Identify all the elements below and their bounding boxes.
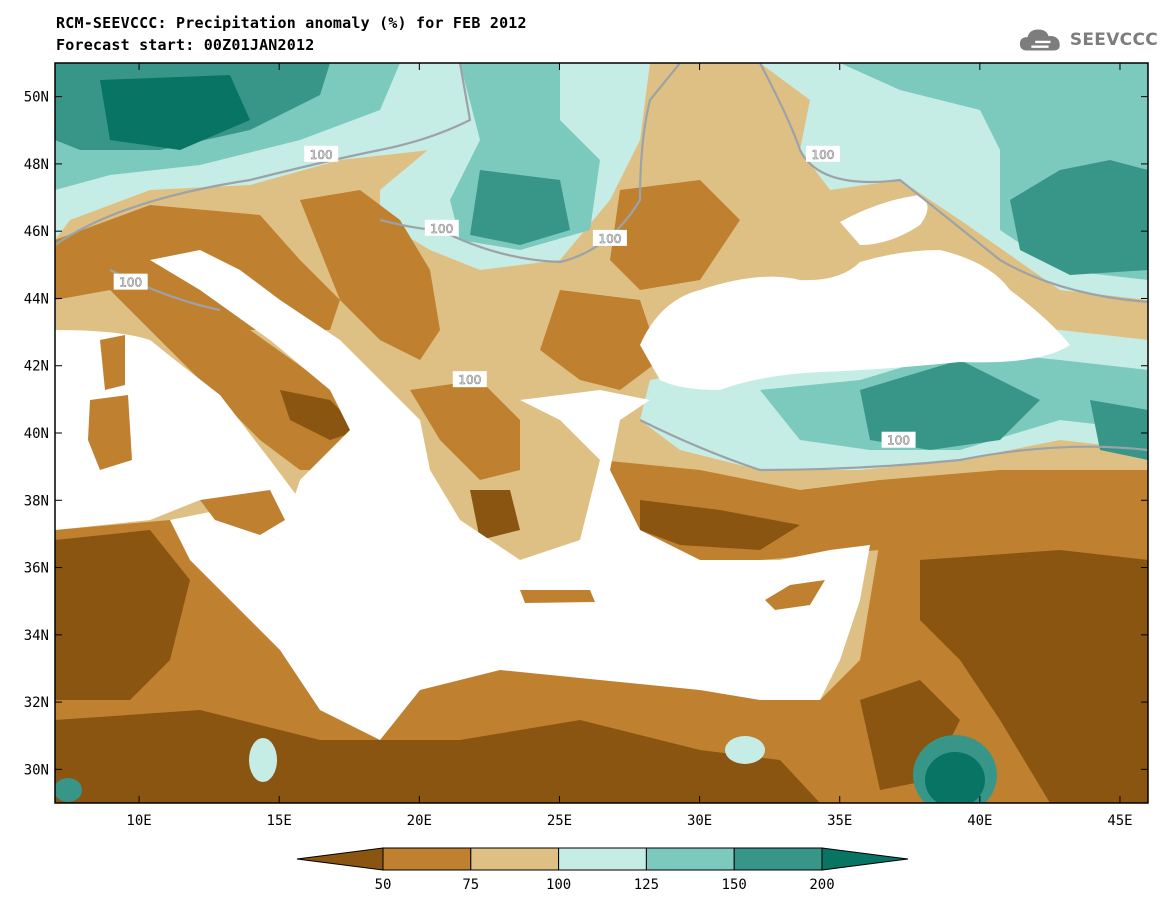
lon-tick-label: 45E [1107, 813, 1132, 829]
anomaly-zone [1090, 400, 1148, 460]
contour-label-bg [592, 229, 627, 246]
contour-label-bg [452, 371, 487, 388]
sea-of-azov [840, 195, 928, 245]
contour-label-bg [881, 431, 916, 448]
lat-tick-label: 44N [24, 291, 49, 307]
contour-label: 100 [119, 276, 142, 290]
anomaly-zone [610, 180, 740, 290]
colorbar-label: 125 [634, 877, 659, 893]
lon-tick-label: 35E [827, 813, 852, 829]
latitude-axis: 50N 48N 46N 44N 42N 40N 38N 36N 34N 32N 30N [24, 90, 1148, 778]
contour-label: 100 [458, 373, 481, 387]
anomaly-spot [55, 778, 82, 802]
lat-tick-label: 42N [24, 359, 49, 375]
anomaly-zone [860, 360, 1040, 450]
corsica [100, 335, 125, 390]
longitude-axis: 10E 15E 20E 25E 30E 35E 40E 45E [126, 63, 1133, 829]
anomaly-zone [470, 170, 570, 245]
colorbar-label: 100 [546, 877, 571, 893]
lat-tick-label: 40N [24, 426, 49, 442]
lat-tick-label: 38N [24, 493, 49, 509]
anomaly-zone [55, 530, 190, 700]
anomaly-zone [300, 190, 440, 360]
seevccc-logo: SEEVCCC [1018, 22, 1158, 58]
lon-tick-label: 20E [407, 813, 432, 829]
lat-tick-label: 48N [24, 157, 49, 173]
anomaly-zone [640, 500, 800, 550]
forecast-start-label: Forecast start: 00Z01JAN2012 [56, 36, 315, 54]
colorbar-box [382, 847, 472, 871]
contour-label-bg [304, 145, 339, 162]
colorbar-box [470, 847, 560, 871]
lon-tick-label: 40E [967, 813, 992, 829]
colorbar-label: 50 [375, 877, 392, 893]
lat-tick-label: 32N [24, 695, 49, 711]
colorbar-box [733, 847, 823, 871]
anomaly-zone [540, 290, 660, 390]
lat-tick-label: 34N [24, 628, 49, 644]
contour-label-bg [113, 273, 148, 290]
colorbar-box [645, 847, 735, 871]
black-sea [640, 250, 1070, 390]
central-mediterranean [150, 250, 870, 740]
contour-label: 100 [598, 232, 621, 246]
contour-label: 100 [430, 222, 453, 236]
logo-text: SEEVCCC [1069, 30, 1158, 50]
crete [520, 590, 595, 603]
lon-tick-label: 30E [687, 813, 712, 829]
sicily [200, 490, 285, 535]
sardinia [88, 395, 132, 470]
colorbar-label: 200 [809, 877, 834, 893]
contour-label-bg [424, 219, 459, 236]
lat-tick-label: 50N [24, 90, 49, 106]
lon-tick-label: 15E [267, 813, 292, 829]
anomaly-zone [100, 75, 250, 150]
anomaly-zone [55, 710, 820, 803]
anomaly-zone [1010, 160, 1148, 275]
lat-tick-label: 36N [24, 561, 49, 577]
anomaly-zone [410, 380, 520, 480]
contour-label: 100 [310, 148, 333, 162]
contour-label: 100 [811, 148, 834, 162]
map-field [55, 63, 1148, 803]
anomaly-spot [249, 738, 277, 782]
anomaly-spot [725, 736, 765, 764]
colorbar-label: 75 [462, 877, 479, 893]
colorbar: 50 75 100 125 150 200 [296, 847, 909, 893]
cloud-icon [1019, 29, 1060, 51]
colorbar-arrow-low [296, 847, 384, 871]
anomaly-spot [925, 752, 985, 803]
lat-tick-label: 46N [24, 224, 49, 240]
contour-label: 100 [887, 434, 910, 448]
contour-labels: 100 100 100 100 100 100 100 [113, 145, 916, 448]
colorbar-box [558, 847, 647, 871]
anomaly-zone [920, 550, 1148, 803]
anomaly-zone [470, 490, 520, 540]
chart-title: RCM-SEEVCCC: Precipitation anomaly (%) f… [56, 14, 527, 32]
colorbar-label: 150 [722, 877, 747, 893]
anomaly-zone [280, 390, 360, 440]
lon-tick-label: 10E [126, 813, 151, 829]
colorbar-arrow-high [821, 847, 909, 871]
cyprus [765, 580, 825, 610]
contour-label-bg [805, 145, 840, 162]
lat-tick-label: 30N [24, 762, 49, 778]
lon-tick-label: 25E [547, 813, 572, 829]
